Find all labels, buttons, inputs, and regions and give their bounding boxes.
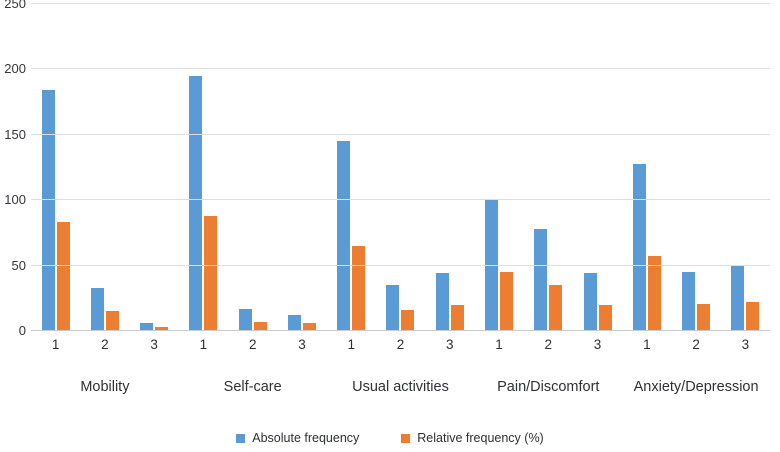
legend-item-relative: Relative frequency (%) — [401, 431, 544, 445]
y-axis: 0 50 100 150 200 250 — [0, 0, 26, 452]
level-label: 2 — [248, 337, 257, 352]
level-label: 1 — [51, 337, 60, 352]
legend-label-relative: Relative frequency (%) — [417, 431, 544, 445]
gridline-150 — [31, 133, 770, 135]
bar-groups-container — [31, 4, 770, 331]
gridline-200 — [31, 68, 770, 70]
y-tick-label-200: 200 — [4, 61, 26, 77]
category-label: Pain/Discomfort — [497, 379, 600, 395]
level-label: 2 — [544, 337, 553, 352]
bar-group — [573, 4, 622, 331]
level-label: 3 — [593, 337, 602, 352]
bar — [386, 285, 400, 331]
bar-group — [228, 4, 277, 331]
y-tick-label-150: 150 — [4, 126, 26, 142]
bar-group — [327, 4, 376, 331]
bar — [253, 321, 267, 331]
bar — [549, 285, 563, 331]
bar — [583, 273, 597, 331]
level-label: 2 — [692, 337, 700, 352]
bar — [450, 304, 464, 331]
bar — [189, 75, 203, 331]
bar — [632, 163, 646, 331]
level-label: 3 — [298, 337, 306, 352]
category-axis-labels: Mobility Self-care Usual activities Pain/Di… — [31, 379, 770, 395]
bar — [401, 310, 415, 331]
absolute-frequency-swatch-icon — [236, 433, 246, 443]
y-tick-label-0: 0 — [18, 323, 26, 338]
bar-group — [277, 4, 326, 331]
bar-group — [622, 4, 671, 331]
bar — [682, 272, 696, 331]
bar — [56, 222, 70, 331]
level-label: 3 — [150, 337, 158, 352]
bar-group — [721, 4, 770, 331]
legend-item-absolute: Absolute frequency — [236, 431, 359, 445]
level-label: 1 — [199, 337, 208, 352]
bar — [41, 90, 55, 331]
level-label: 1 — [347, 337, 355, 352]
legend: Absolute frequency Relative frequency (%… — [0, 431, 780, 445]
bar-group — [80, 4, 129, 331]
gridline-100 — [31, 199, 770, 201]
level-label: 3 — [741, 337, 750, 352]
relative-frequency-swatch-icon — [401, 433, 411, 443]
bar — [105, 311, 119, 331]
bar — [352, 245, 366, 331]
gridline-250 — [31, 3, 770, 4]
level-label: 1 — [643, 337, 651, 352]
bar-group — [376, 4, 425, 331]
bar — [204, 215, 218, 331]
bar — [746, 302, 760, 331]
bar — [287, 315, 301, 331]
bar — [337, 141, 351, 331]
category-label: Usual activities — [352, 379, 449, 395]
bar — [90, 287, 104, 331]
bar-group — [31, 4, 80, 331]
bar — [647, 256, 661, 331]
level-label: 1 — [495, 337, 503, 352]
y-tick-label-100: 100 — [4, 192, 26, 208]
bar — [238, 308, 252, 331]
y-tick-label-250: 250 — [4, 0, 26, 11]
gridline-0 — [31, 330, 770, 331]
category-label: Mobility — [80, 379, 130, 395]
bar — [435, 273, 449, 331]
bar-group — [130, 4, 179, 331]
bar — [697, 303, 711, 331]
level-label: 3 — [446, 337, 454, 352]
bar-group — [671, 4, 720, 331]
y-tick-label-50: 50 — [11, 257, 26, 273]
category-label: Self-care — [223, 379, 282, 395]
bar-group — [425, 4, 474, 331]
bar-group — [474, 4, 523, 331]
bar — [731, 265, 745, 331]
level-label: 2 — [396, 337, 405, 352]
bar — [155, 327, 169, 331]
plot-area — [31, 3, 770, 331]
level-label: 2 — [101, 337, 109, 352]
gridline-50 — [31, 264, 770, 266]
bar — [140, 323, 154, 331]
bar-group — [179, 4, 228, 331]
bar-group — [524, 4, 573, 331]
bar — [302, 323, 316, 331]
level-axis-labels: 1 2 3 1 2 3 1 2 3 1 2 3 1 2 3 — [31, 337, 770, 352]
category-label: Anxiety/Depression — [633, 379, 759, 395]
bar — [534, 228, 548, 331]
bar — [500, 272, 514, 331]
legend-label-absolute: Absolute frequency — [252, 431, 360, 445]
bar — [598, 304, 612, 331]
